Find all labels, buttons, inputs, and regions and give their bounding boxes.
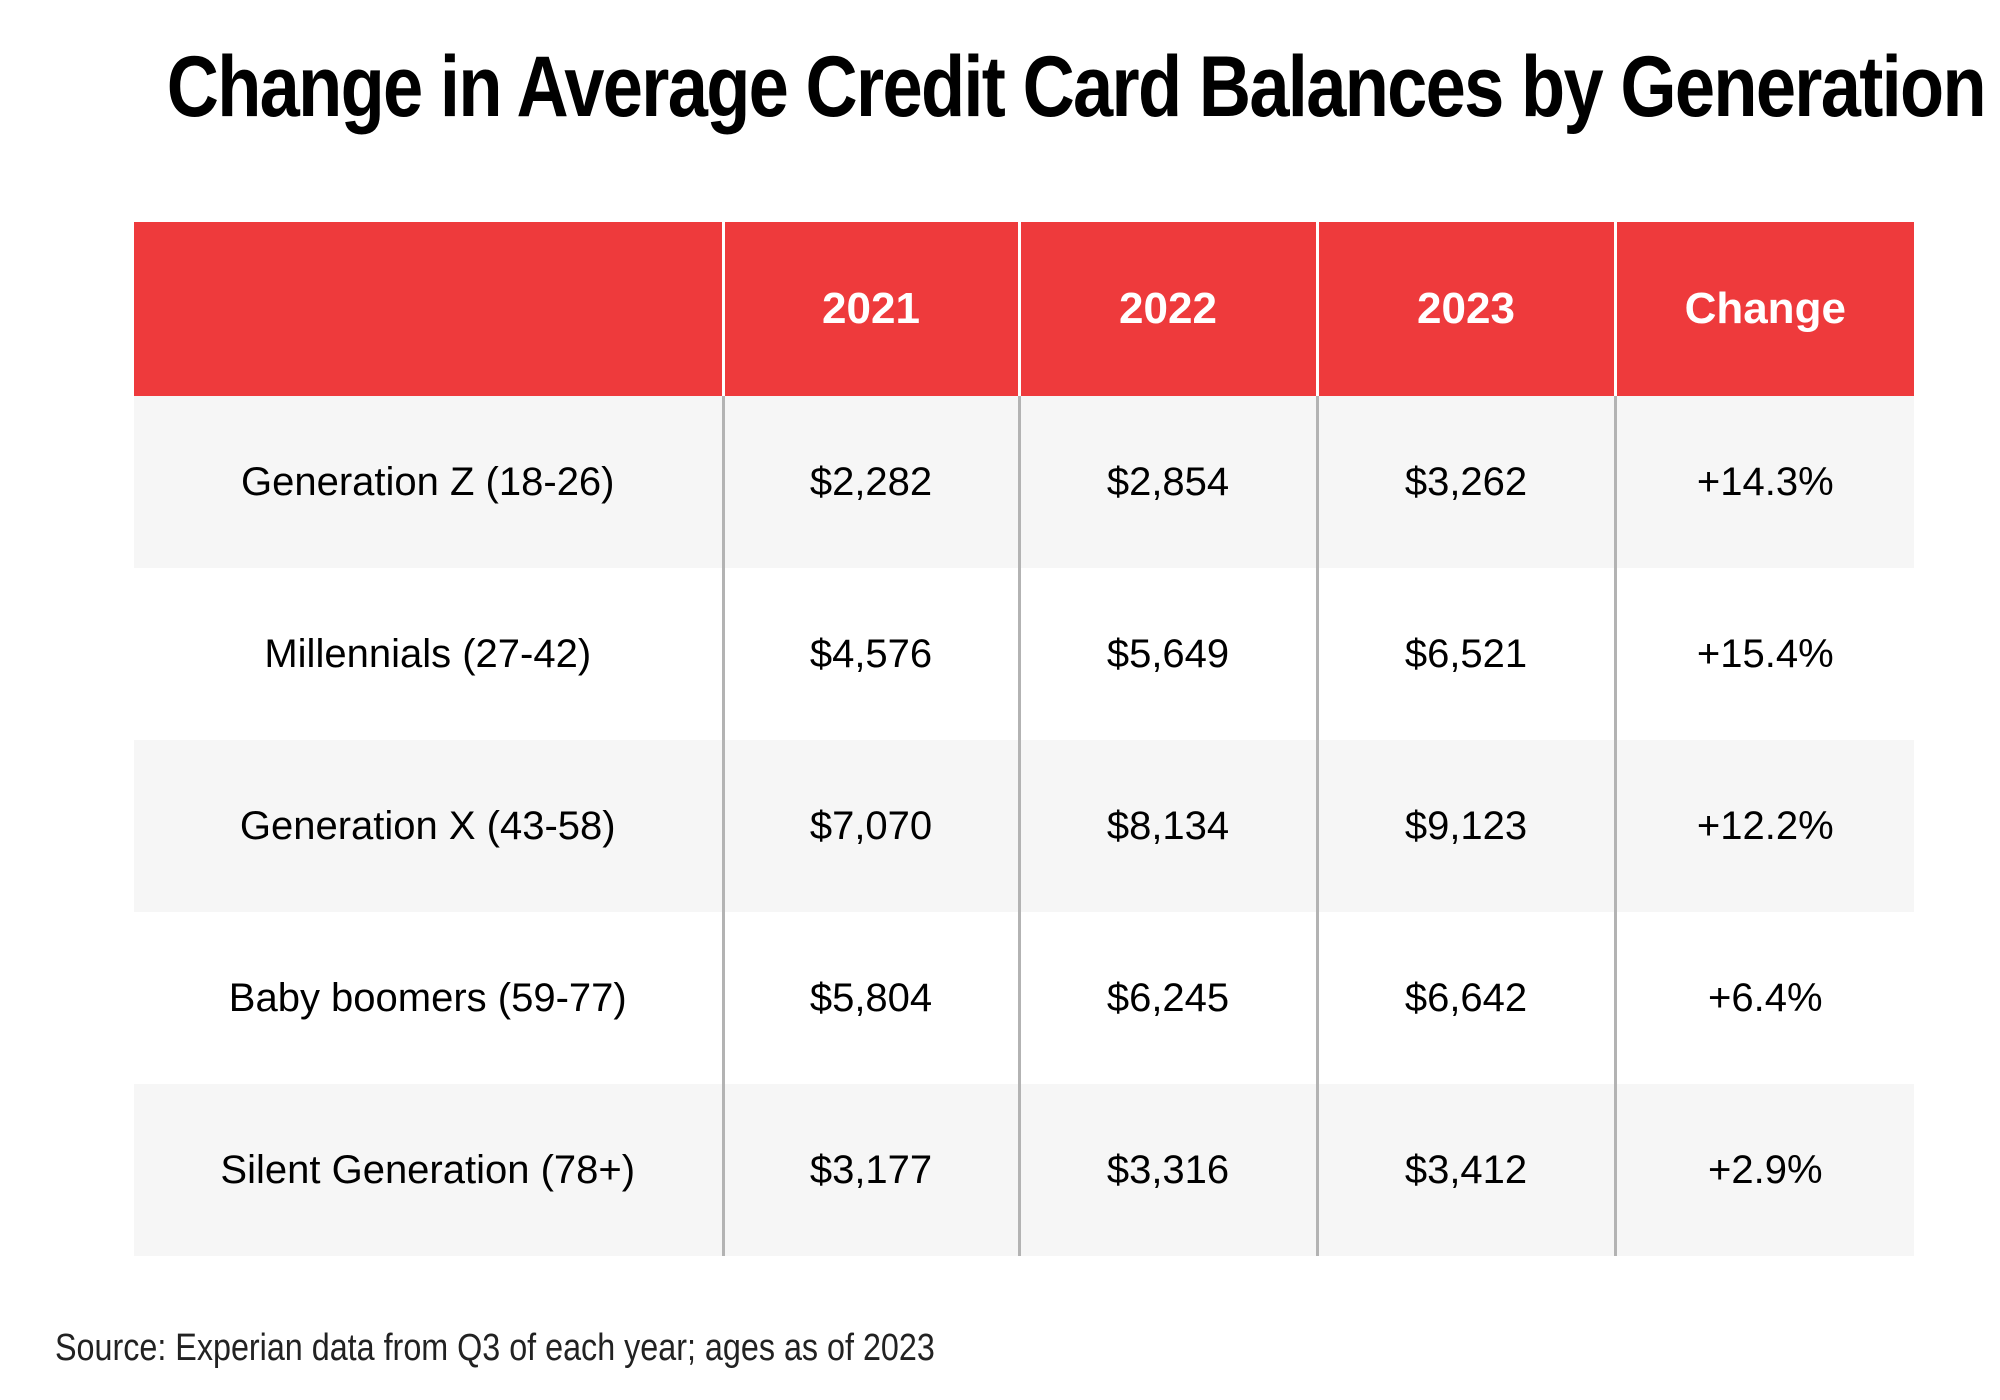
cell-change: +2.9% [1613, 1084, 1914, 1256]
cell-2022: $6,245 [1017, 912, 1317, 1084]
balances-table: 2021 2022 2023 Change Generation Z (18-2… [134, 222, 1914, 1256]
table-row: Millennials (27-42) $4,576 $5,649 $6,521… [134, 568, 1914, 740]
source-note: Source: Experian data from Q3 of each ye… [55, 1327, 935, 1369]
cell-2023: $6,521 [1315, 568, 1615, 740]
row-label: Millennials (27-42) [134, 568, 723, 740]
row-label: Silent Generation (78+) [134, 1084, 723, 1256]
table-row: Generation Z (18-26) $2,282 $2,854 $3,26… [134, 396, 1914, 568]
cell-change: +14.3% [1613, 396, 1914, 568]
table-header-row: 2021 2022 2023 Change [134, 222, 1914, 396]
cell-2023: $3,412 [1315, 1084, 1615, 1256]
cell-2022: $5,649 [1017, 568, 1317, 740]
cell-2021: $3,177 [721, 1084, 1019, 1256]
table-row: Generation X (43-58) $7,070 $8,134 $9,12… [134, 740, 1914, 912]
table-row: Silent Generation (78+) $3,177 $3,316 $3… [134, 1084, 1914, 1256]
cell-2023: $6,642 [1315, 912, 1615, 1084]
cell-2021: $5,804 [721, 912, 1019, 1084]
cell-2021: $2,282 [721, 396, 1019, 568]
row-label: Generation Z (18-26) [134, 396, 723, 568]
cell-2023: $3,262 [1315, 396, 1615, 568]
row-label: Generation X (43-58) [134, 740, 723, 912]
cell-2022: $2,854 [1017, 396, 1317, 568]
cell-2022: $8,134 [1017, 740, 1317, 912]
table-row: Baby boomers (59-77) $5,804 $6,245 $6,64… [134, 912, 1914, 1084]
header-cell-change: Change [1613, 222, 1914, 396]
cell-change: +15.4% [1613, 568, 1914, 740]
cell-2021: $7,070 [721, 740, 1019, 912]
cell-2021: $4,576 [721, 568, 1019, 740]
header-cell-2022: 2022 [1017, 222, 1317, 396]
chart-title: Change in Average Credit Card Balances b… [166, 39, 1987, 135]
cell-2022: $3,316 [1017, 1084, 1317, 1256]
header-cell-generation [134, 222, 723, 396]
row-label: Baby boomers (59-77) [134, 912, 723, 1084]
header-cell-2023: 2023 [1315, 222, 1615, 396]
header-cell-2021: 2021 [721, 222, 1019, 396]
cell-change: +6.4% [1613, 912, 1914, 1084]
cell-change: +12.2% [1613, 740, 1914, 912]
cell-2023: $9,123 [1315, 740, 1615, 912]
